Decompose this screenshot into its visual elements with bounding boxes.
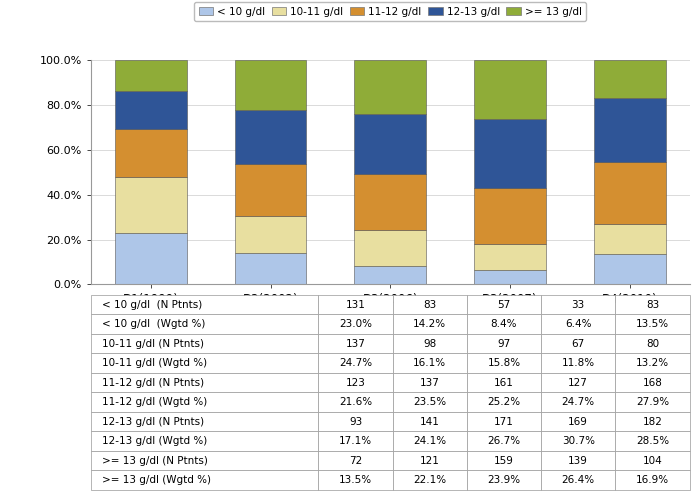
Bar xyxy=(594,224,666,254)
Bar xyxy=(115,233,187,284)
Bar xyxy=(234,252,307,284)
Bar xyxy=(474,270,546,284)
Bar xyxy=(234,60,307,110)
Bar xyxy=(115,129,187,178)
Legend: < 10 g/dl, 10-11 g/dl, 11-12 g/dl, 12-13 g/dl, >= 13 g/dl: < 10 g/dl, 10-11 g/dl, 11-12 g/dl, 12-13… xyxy=(195,2,586,21)
Bar xyxy=(115,60,187,90)
Bar xyxy=(234,110,307,164)
Bar xyxy=(354,230,426,266)
Bar xyxy=(354,114,426,174)
Bar xyxy=(474,60,546,119)
Bar xyxy=(115,90,187,129)
Bar xyxy=(115,178,187,233)
Bar xyxy=(474,188,546,244)
Bar xyxy=(594,60,666,98)
Bar xyxy=(234,164,307,216)
Bar xyxy=(354,60,426,114)
Bar xyxy=(474,119,546,188)
Bar xyxy=(594,162,666,224)
Bar xyxy=(354,174,426,230)
Bar xyxy=(474,244,546,270)
Bar xyxy=(594,98,666,162)
Bar xyxy=(354,266,426,284)
Bar xyxy=(234,216,307,252)
Bar xyxy=(594,254,666,284)
